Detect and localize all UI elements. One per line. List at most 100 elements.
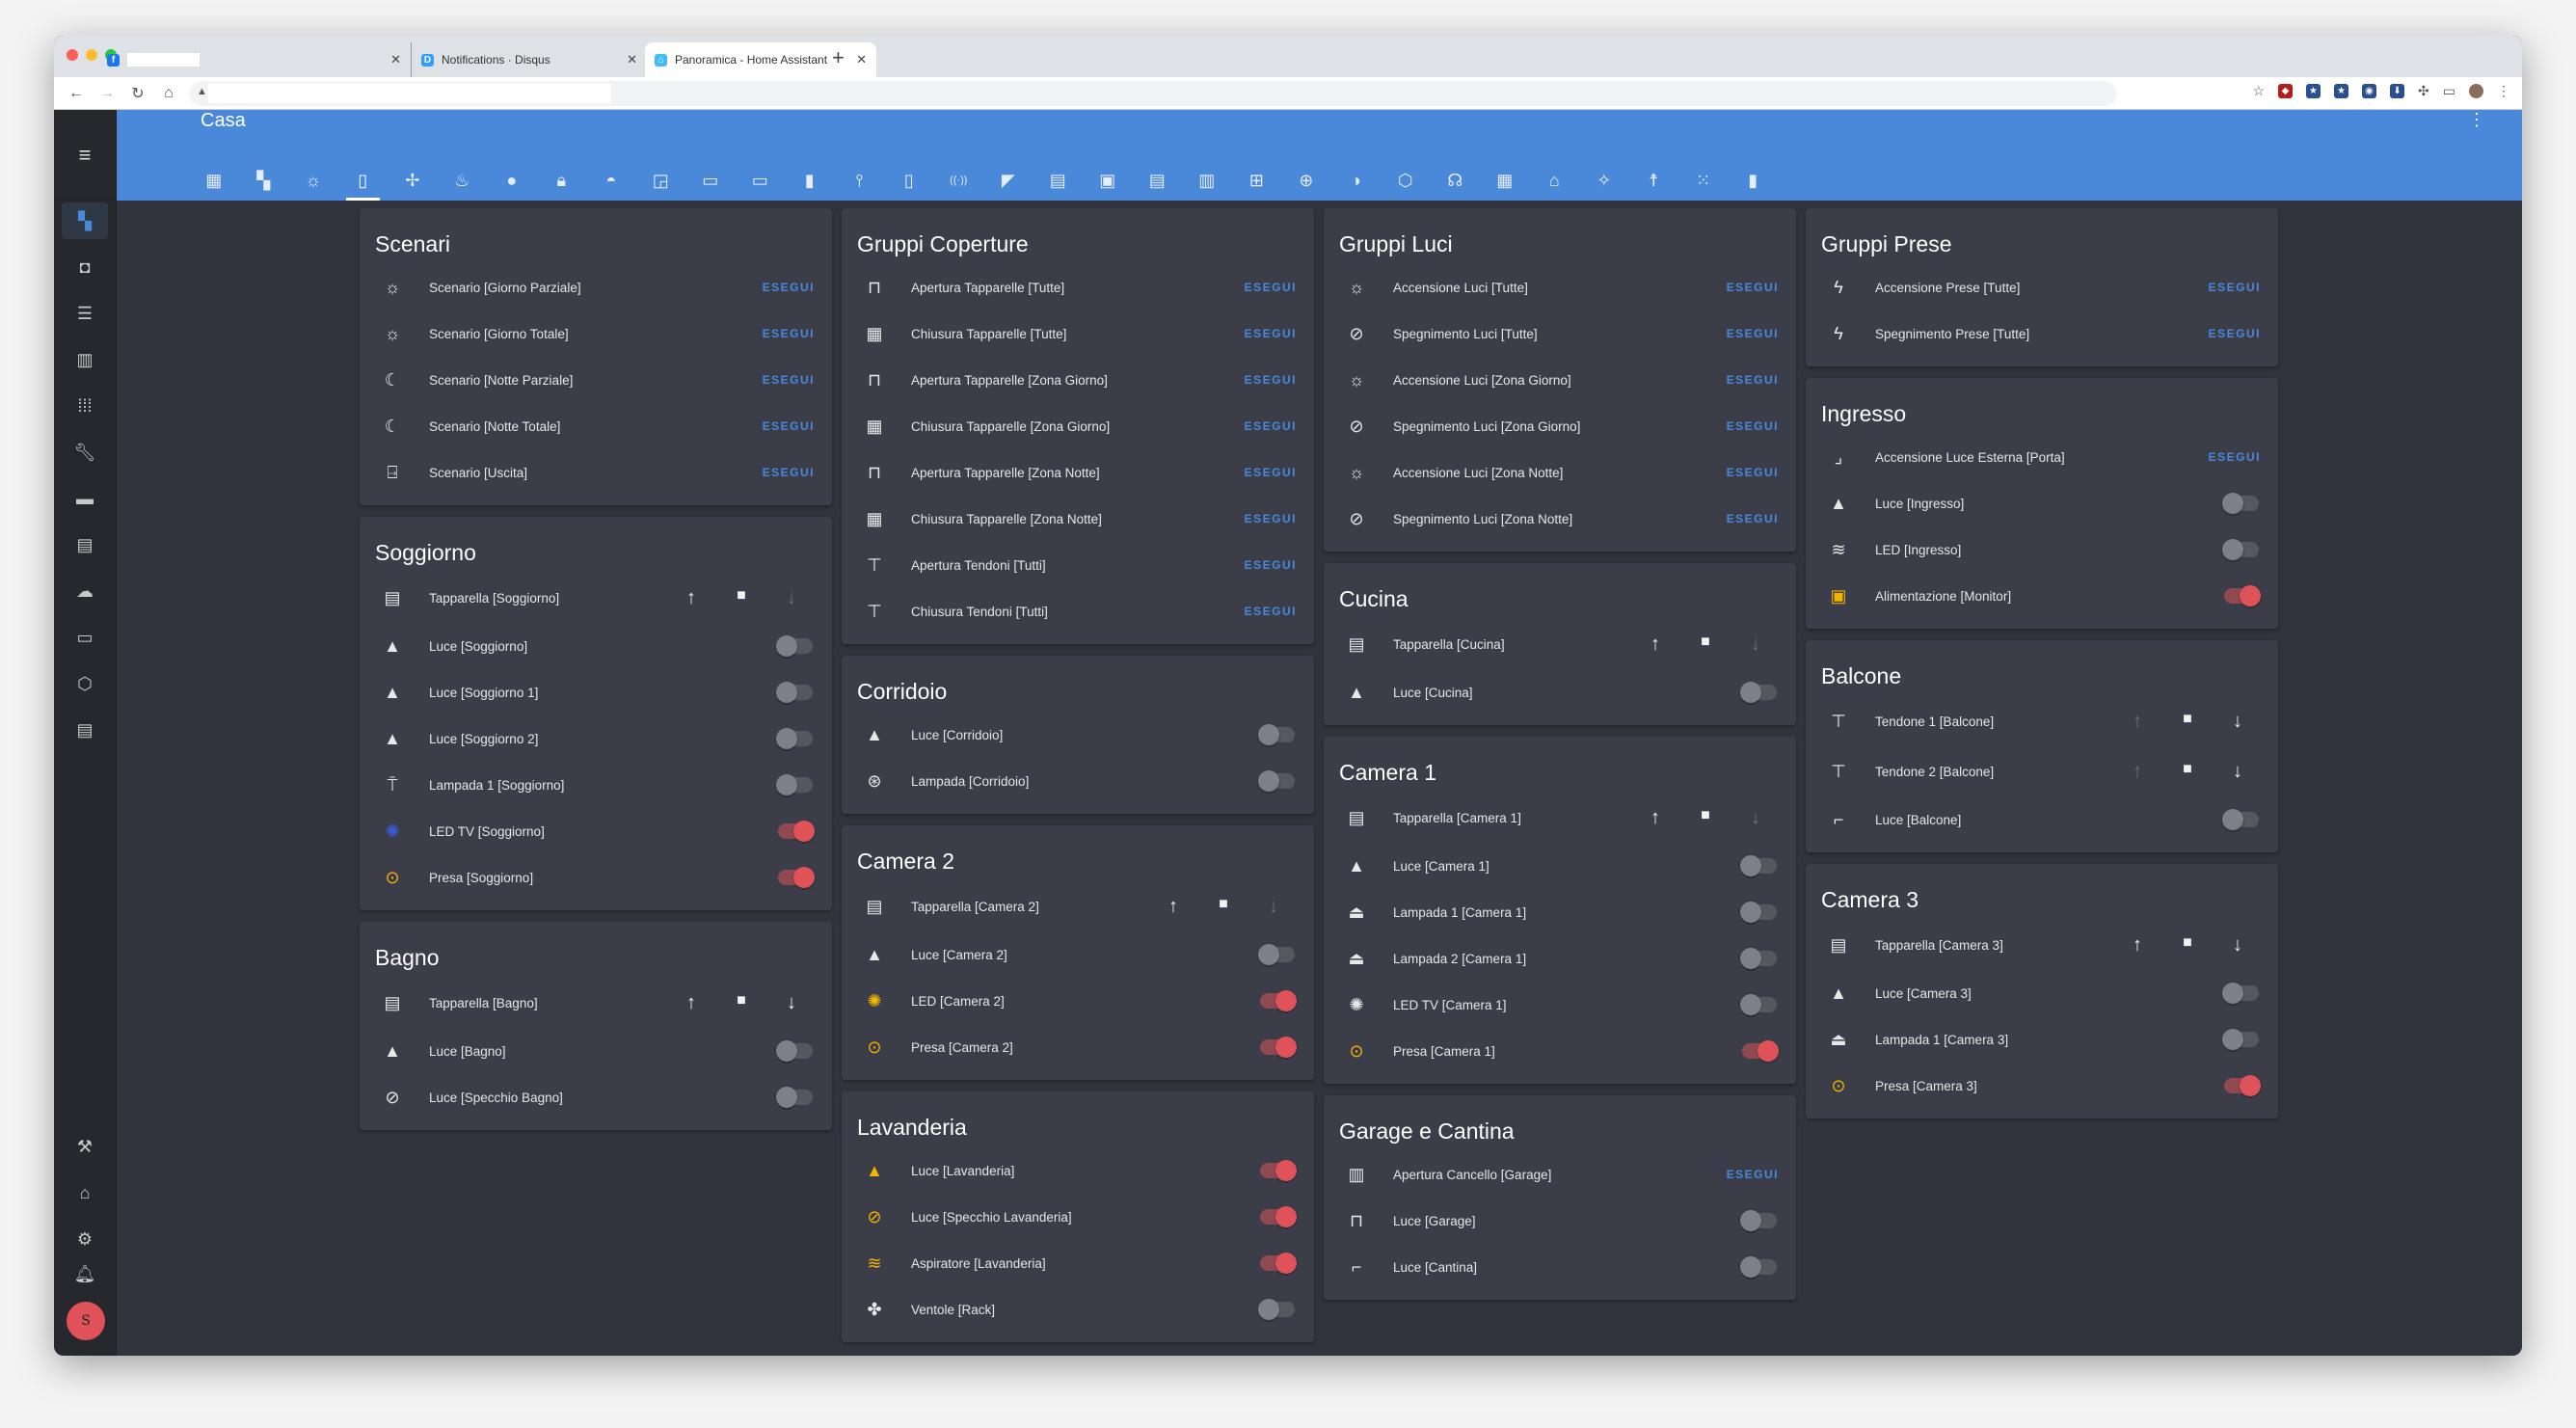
sidebar-item-store[interactable]: ▬ (62, 480, 108, 517)
toggle-switch[interactable] (1258, 1299, 1295, 1320)
reload-icon[interactable]: ↻ (131, 85, 145, 102)
view-tab-radiator[interactable]: ♨ (438, 160, 488, 201)
toggle-switch[interactable] (776, 1040, 813, 1062)
cover-open-button[interactable]: ↑ (1168, 895, 1178, 917)
cover-open-button[interactable]: ↑ (686, 991, 696, 1013)
run-button[interactable]: ESEGUI (762, 373, 815, 387)
view-tab-dots-grid[interactable]: ⁙ (1678, 160, 1729, 201)
sidebar-item-history[interactable]: ▥ (62, 341, 108, 378)
close-tab-icon[interactable]: ✕ (390, 52, 401, 67)
browser-tab-home-assistant[interactable]: ⌂ Panoramica - Home Assistant ✕ (645, 42, 876, 77)
toggle-switch[interactable] (1258, 944, 1295, 965)
extension-icon[interactable]: ◉ (2362, 84, 2377, 98)
cover-stop-button[interactable]: ■ (1219, 895, 1228, 912)
toggle-switch[interactable] (1742, 1040, 1779, 1062)
view-tab-airplay[interactable]: ▭ (685, 160, 736, 201)
cover-open-button[interactable]: ↑ (2133, 710, 2142, 732)
profile-avatar[interactable] (2469, 84, 2483, 98)
run-button[interactable]: ESEGUI (1726, 1168, 1779, 1181)
cover-close-button[interactable]: ↓ (1751, 806, 1760, 828)
browser-tab-disqus[interactable]: D Notifications · Disqus ✕ (411, 42, 647, 77)
cover-open-button[interactable]: ↑ (2133, 760, 2142, 782)
back-icon[interactable]: ← (68, 84, 84, 101)
view-tab-cast[interactable]: ◲ (636, 160, 686, 201)
toggle-switch[interactable] (2222, 1029, 2259, 1050)
sidebar-item-log[interactable]: ▤ (62, 526, 108, 563)
toggle-switch[interactable] (776, 635, 813, 657)
close-window-button[interactable] (67, 49, 78, 61)
toggle-switch[interactable] (776, 774, 813, 795)
view-tab-lightbulb[interactable]: ☼ (288, 160, 338, 201)
sidebar-item-logbook[interactable]: ☰ (62, 295, 108, 332)
cover-stop-button[interactable]: ■ (2183, 760, 2192, 777)
view-tab-cctv[interactable]: ◤ (983, 160, 1033, 201)
bookmark-star-icon[interactable]: ☆ (2252, 83, 2266, 98)
view-tab-human[interactable]: ☨ (1629, 160, 1679, 201)
run-button[interactable]: ESEGUI (1726, 419, 1779, 433)
run-button[interactable]: ESEGUI (762, 327, 815, 340)
view-tab-view-dashboard[interactable]: ▚ (239, 160, 289, 201)
run-button[interactable]: ESEGUI (1726, 512, 1779, 525)
cover-stop-button[interactable]: ■ (737, 586, 746, 604)
toggle-switch[interactable] (2222, 809, 2259, 830)
run-button[interactable]: ESEGUI (1244, 327, 1297, 340)
view-tab-calendar[interactable]: ▤ (1033, 160, 1084, 201)
view-tab-thermometer[interactable]: ▮ (1729, 160, 1779, 201)
puzzle-icon[interactable]: ✣ (2418, 83, 2429, 98)
notifications-button[interactable]: 🔔︎ (62, 1255, 108, 1292)
view-tab-water[interactable]: ● (487, 160, 537, 201)
toggle-switch[interactable] (2222, 493, 2259, 514)
view-tab-fan-ac[interactable]: ✢ (388, 160, 438, 201)
cover-stop-button[interactable]: ■ (2183, 710, 2192, 727)
toggle-switch[interactable] (1740, 682, 1777, 703)
sidebar-item-apps[interactable]: ⁞⁞⁞ (62, 388, 108, 424)
more-options-icon[interactable]: ⋮ (2468, 110, 2485, 129)
extension-icon[interactable]: ⬇ (2390, 84, 2405, 98)
toggle-switch[interactable] (776, 1087, 813, 1108)
toggle-switch[interactable] (2222, 983, 2259, 1004)
toggle-switch[interactable] (1260, 1253, 1297, 1274)
extension-icon[interactable]: ★ (2334, 84, 2349, 98)
chrome-menu-icon[interactable]: ⋮ (2497, 83, 2510, 98)
view-tab-sitemap[interactable]: ⊞ (1232, 160, 1282, 201)
close-tab-icon[interactable]: ✕ (856, 52, 867, 67)
run-button[interactable]: ESEGUI (762, 466, 815, 479)
run-button[interactable]: ESEGUI (1726, 281, 1779, 294)
sidebar-item-calendar[interactable]: ▤ (62, 712, 108, 748)
view-tab-floor-plan[interactable]: ▦ (189, 160, 239, 201)
forward-icon[interactable]: → (99, 84, 115, 101)
sidebar-item-cloud[interactable]: ☁ (62, 573, 108, 609)
cover-close-button[interactable]: ↓ (787, 586, 796, 608)
view-tab-tablet-dashboard[interactable]: ▥ (1182, 160, 1232, 201)
toggle-switch[interactable] (778, 867, 815, 888)
view-tab-weather[interactable]: ◑ (1331, 160, 1382, 201)
view-tab-gamepad[interactable]: ◓ (586, 160, 636, 201)
browser-tab-facebook[interactable]: f ✕ (97, 42, 411, 77)
toggle-switch[interactable] (776, 728, 813, 749)
run-button[interactable]: ESEGUI (1244, 373, 1297, 387)
toggle-switch[interactable] (2222, 539, 2259, 560)
toggle-switch[interactable] (776, 682, 813, 703)
cover-close-button[interactable]: ↓ (1269, 895, 1278, 917)
cover-open-button[interactable]: ↑ (2133, 933, 2142, 956)
toggle-switch[interactable] (1260, 1206, 1297, 1227)
toggle-switch[interactable] (1740, 902, 1777, 923)
view-tab-speaker[interactable]: ▮ (785, 160, 835, 201)
view-tab-home[interactable]: ⌂ (1530, 160, 1580, 201)
toggle-switch[interactable] (1740, 994, 1777, 1015)
run-button[interactable]: ESEGUI (1244, 419, 1297, 433)
toggle-switch[interactable] (778, 821, 815, 842)
sidebar-item-settings[interactable]: ⚙ (62, 1221, 108, 1257)
toggle-switch[interactable] (2224, 1075, 2261, 1096)
run-button[interactable]: ESEGUI (1726, 466, 1779, 479)
sidebar-item-tools[interactable]: 🔧︎ (62, 434, 108, 471)
minimize-window-button[interactable] (86, 49, 97, 61)
toggle-switch[interactable] (2224, 585, 2261, 606)
view-tab-grid-panel[interactable]: ▦ (1480, 160, 1530, 201)
cover-close-button[interactable]: ↓ (2233, 933, 2242, 956)
cover-close-button[interactable]: ↓ (1751, 633, 1760, 655)
run-button[interactable]: ESEGUI (1726, 373, 1779, 387)
sidebar-item-map[interactable]: ◘ (62, 249, 108, 285)
cover-open-button[interactable]: ↑ (686, 586, 696, 608)
toggle-switch[interactable] (1258, 770, 1295, 792)
